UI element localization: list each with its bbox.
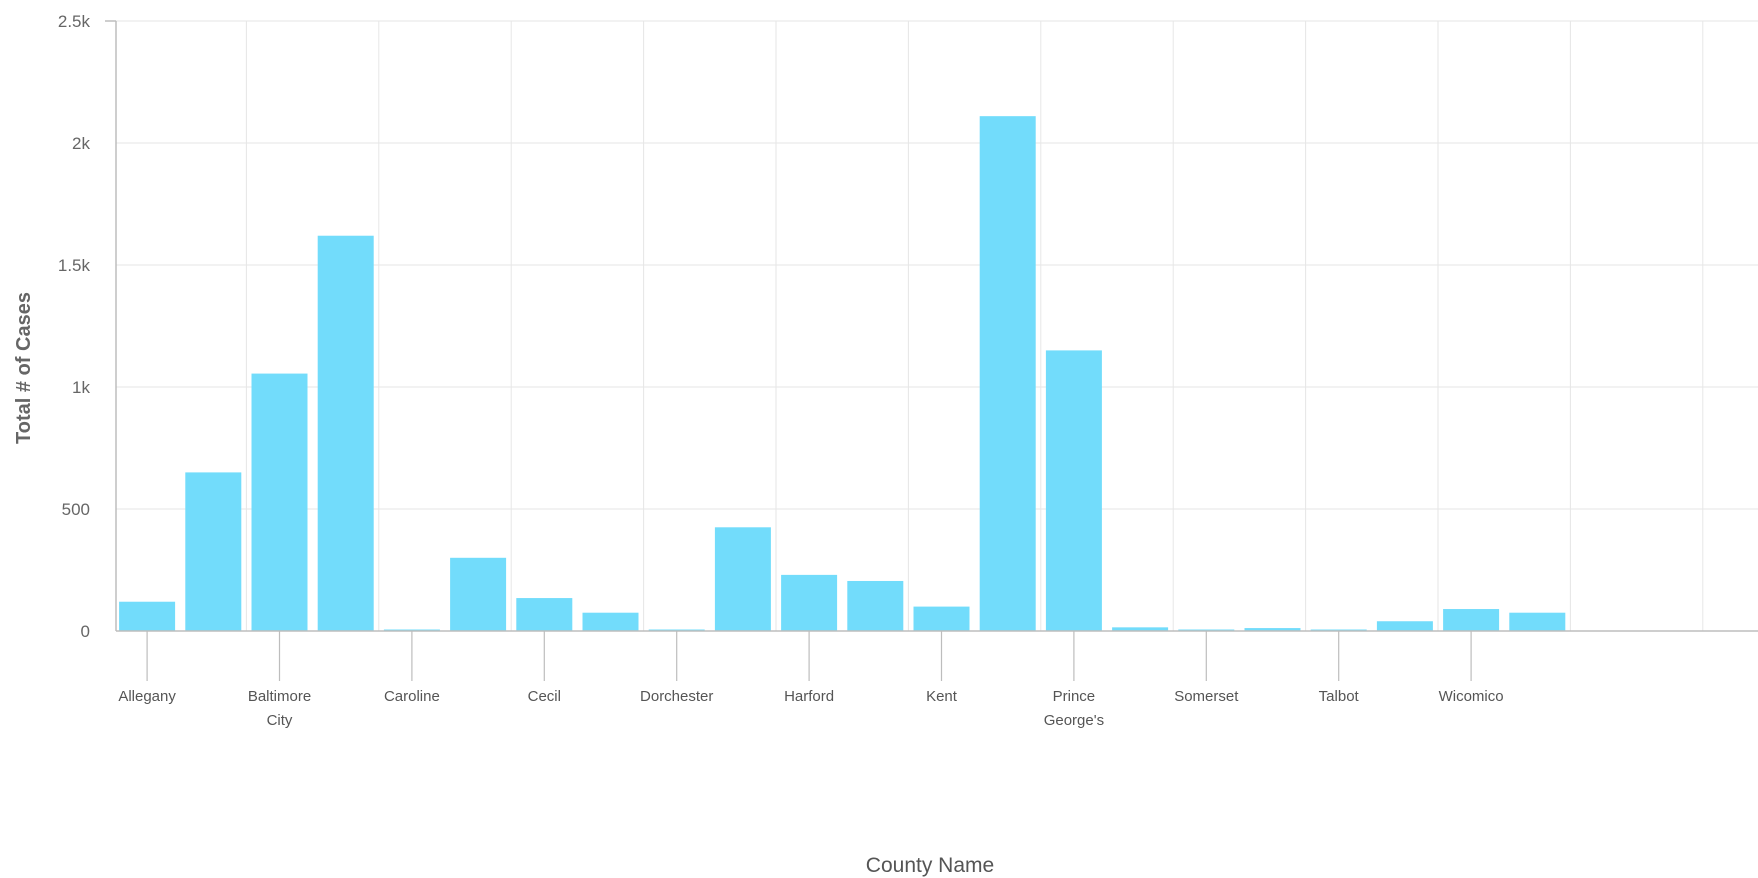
bar-9[interactable] — [714, 527, 771, 631]
bar-0[interactable] — [119, 601, 176, 631]
axes — [105, 20, 1758, 681]
bar-3[interactable] — [317, 235, 374, 631]
grid-lines — [116, 20, 1758, 631]
bar-12[interactable] — [913, 606, 970, 631]
x-tick-label: Caroline — [384, 688, 440, 705]
bar-17[interactable] — [1244, 628, 1301, 631]
y-tick-label: 1.5k — [58, 256, 91, 275]
bars — [119, 116, 1566, 631]
bar-11[interactable] — [847, 580, 904, 631]
bar-5[interactable] — [450, 557, 507, 631]
x-axis-title: County Name — [866, 854, 994, 877]
x-tick-label: Dorchester — [640, 688, 713, 705]
x-tick-label: Allegany — [118, 688, 176, 705]
x-tick-label: Baltimore City — [248, 688, 311, 729]
bar-6[interactable] — [516, 598, 573, 631]
x-tick-label: Cecil — [528, 688, 561, 705]
bar-10[interactable] — [781, 574, 838, 631]
x-tick-label: Somerset — [1174, 688, 1239, 705]
axis-labels: 0 500 1k 1.5k 2k 2.5k Allegany Baltimore City Car… — [58, 12, 1504, 729]
bar-21[interactable] — [1509, 612, 1566, 631]
bar-19[interactable] — [1376, 621, 1433, 631]
bar-14[interactable] — [1045, 350, 1102, 631]
bar-15[interactable] — [1112, 627, 1169, 631]
y-tick-label: 1k — [72, 378, 90, 397]
bar-13[interactable] — [979, 116, 1036, 631]
bar-1[interactable] — [185, 472, 242, 631]
x-tick-label: Prince George's — [1044, 688, 1104, 729]
x-tick-label: Wicomico — [1439, 688, 1504, 705]
y-tick-label: 2.5k — [58, 12, 91, 31]
bar-2[interactable] — [251, 373, 308, 631]
bar-7[interactable] — [582, 612, 639, 631]
y-tick-label: 500 — [62, 500, 90, 519]
y-axis-title: Total # of Cases — [13, 292, 35, 444]
bar-20[interactable] — [1443, 609, 1500, 631]
x-tick-label: Kent — [926, 688, 958, 705]
x-tick-label: Talbot — [1319, 688, 1360, 705]
y-tick-label: 0 — [81, 622, 90, 641]
y-tick-label: 2k — [72, 134, 90, 153]
x-tick-label: Harford — [784, 688, 834, 705]
